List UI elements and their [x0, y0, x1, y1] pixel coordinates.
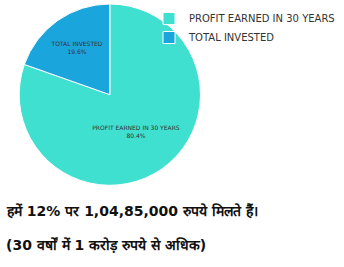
- svg-text:PROFIT EARNED IN 30 YEARS: PROFIT EARNED IN 30 YEARS: [189, 13, 335, 24]
- svg-text:PROFIT EARNED IN 30 YEARS80.4%: PROFIT EARNED IN 30 YEARS80.4%: [92, 124, 180, 139]
- svg-text:TOTAL INVESTED19.6%: TOTAL INVESTED19.6%: [50, 40, 102, 55]
- svg-text:TOTAL INVESTED: TOTAL INVESTED: [188, 32, 274, 43]
- svg-text:(30 वर्षों में 1 करोड़ रुपये स: (30 वर्षों में 1 करोड़ रुपये से अधिक): [6, 237, 206, 253]
- svg-text:हमें 12% पर 1,04,85,000 रुपये: हमें 12% पर 1,04,85,000 रुपये मिलते हैं।: [6, 203, 258, 219]
